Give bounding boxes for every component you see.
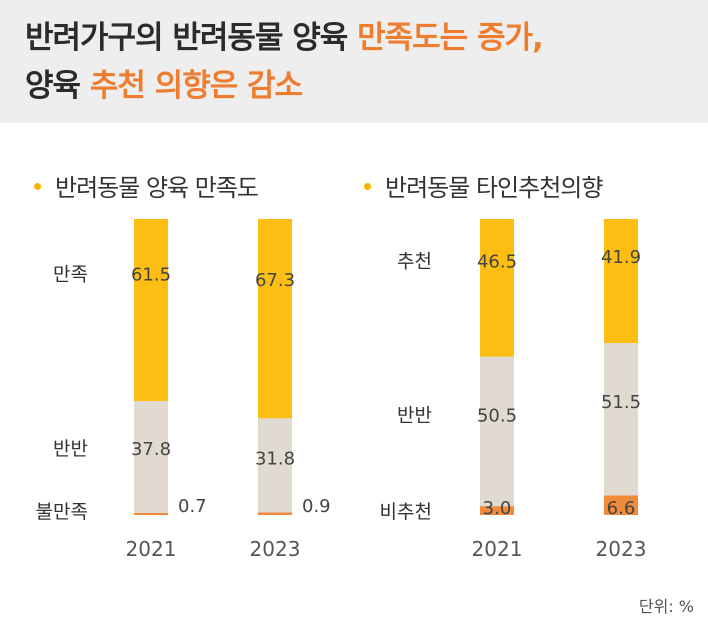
x-tick-label: 2023	[596, 537, 647, 561]
series-label: 만족	[53, 264, 88, 286]
bullet-dot-icon	[34, 182, 41, 190]
x-tick-label: 2021	[126, 537, 177, 561]
series-label: 불만족	[36, 501, 88, 523]
data-label: 67.3	[255, 270, 295, 291]
bar-segment	[258, 219, 292, 419]
bar-segment	[134, 219, 168, 402]
chart-1-heading: 반려동물 양육 만족도	[34, 168, 259, 203]
data-label: 0.7	[178, 496, 207, 517]
data-label: 51.5	[601, 392, 641, 413]
chart-1-title: 반려동물 양육 만족도	[55, 174, 259, 202]
x-tick-label: 2023	[250, 537, 301, 561]
data-label: 46.5	[477, 251, 517, 272]
bar-segment	[604, 495, 638, 515]
series-label: 비추천	[380, 501, 432, 523]
bar-segment	[134, 401, 168, 513]
bar-segment	[480, 219, 514, 357]
bar-segment	[258, 512, 292, 515]
unit-label: 단위: %	[638, 597, 694, 616]
data-label: 6.6	[607, 498, 636, 519]
title-line-1-highlight: 만족도는 증가,	[357, 20, 544, 56]
chart-2-heading: 반려동물 타인추천의향	[364, 168, 603, 203]
title-line-2-highlight: 추천 의향은 감소	[89, 68, 303, 104]
bar-segment	[258, 418, 292, 513]
data-label: 50.5	[477, 406, 517, 427]
data-label: 37.8	[131, 439, 171, 460]
data-label: 41.9	[601, 247, 641, 268]
title-line-2-text: 양육	[25, 68, 90, 104]
data-label: 0.9	[302, 496, 331, 517]
x-tick-label: 2021	[472, 537, 523, 561]
bar-segment	[134, 512, 168, 515]
series-label: 반반	[53, 438, 88, 460]
chart-2-title: 반려동물 타인추천의향	[385, 174, 603, 202]
data-label: 31.8	[255, 449, 295, 470]
data-label: 3.0	[483, 498, 512, 519]
title-banner: 반려가구의 반려동물 양육 만족도는 증가, 양육 추천 의향은 감소	[0, 0, 708, 123]
series-label: 추천	[397, 250, 432, 272]
title-line-2: 양육 추천 의향은 감소	[25, 60, 303, 105]
bar-segment	[480, 356, 514, 507]
title-line-1: 반려가구의 반려동물 양육 만족도는 증가,	[25, 12, 544, 57]
bar-segment	[604, 219, 638, 344]
bar-segment	[604, 343, 638, 496]
title-line-1-text: 반려가구의 반려동물 양육	[25, 20, 358, 56]
bar-segment	[480, 506, 514, 515]
series-label: 반반	[397, 405, 432, 427]
data-label: 61.5	[131, 265, 171, 286]
bullet-dot-icon	[364, 182, 371, 190]
